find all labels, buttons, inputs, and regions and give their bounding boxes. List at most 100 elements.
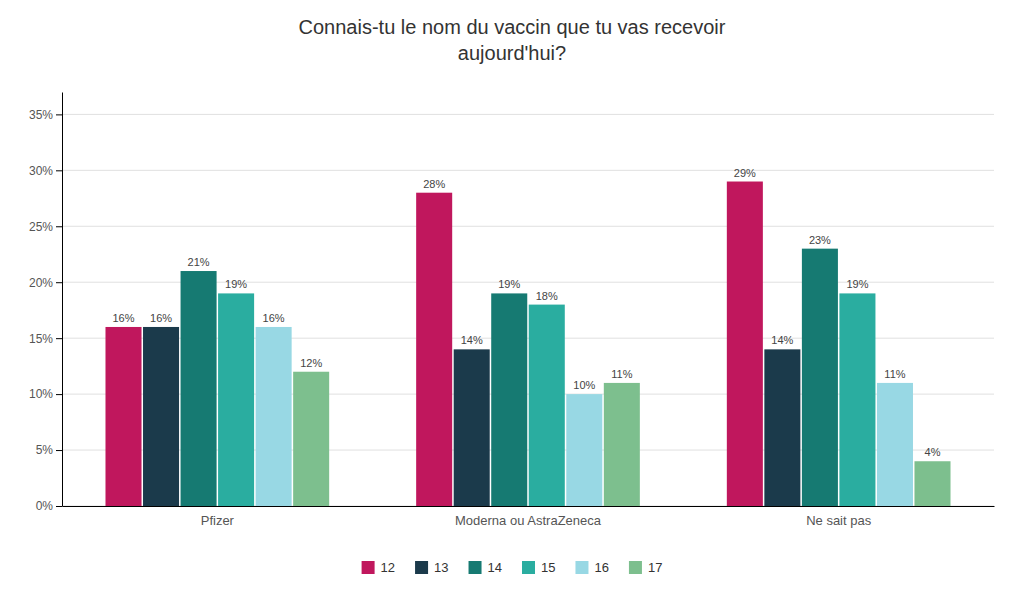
series — [293, 372, 950, 506]
y-tick-label: 0% — [36, 499, 54, 513]
data-label: 19% — [498, 278, 520, 290]
bar — [764, 349, 800, 506]
y-tick: 30% — [29, 164, 62, 178]
data-label: 18% — [536, 290, 558, 302]
data-label: 29% — [734, 167, 756, 179]
data-labels: 16%28%29%16%14%14%21%19%23%19%18%19%16%1… — [112, 167, 940, 459]
y-tick: 15% — [29, 332, 62, 346]
data-label: 21% — [188, 256, 210, 268]
legend-item: 12 — [362, 560, 395, 575]
y-tick-label: 25% — [29, 220, 53, 234]
y-tick-mark — [56, 450, 62, 451]
x-tick-label: Ne sait pas — [806, 513, 872, 528]
bar — [727, 182, 763, 506]
grid — [62, 114, 994, 506]
bar — [416, 193, 452, 506]
legend-item: 13 — [415, 560, 448, 575]
x-tick-label: Moderna ou AstraZeneca — [455, 513, 602, 528]
y-tick-mark — [56, 338, 62, 339]
legend-label: 13 — [434, 560, 448, 575]
legend-swatch — [522, 561, 535, 574]
legend-swatch — [575, 561, 588, 574]
bar — [529, 305, 565, 506]
data-label: 12% — [300, 357, 322, 369]
legend-label: 16 — [594, 560, 608, 575]
y-tick-mark — [56, 170, 62, 171]
series — [218, 293, 875, 506]
x-tick: Pfizer — [201, 513, 235, 528]
title-line: Connais-tu le nom du vaccin que tu vas r… — [299, 16, 726, 38]
title: Connais-tu le nom du vaccin que tu vas r… — [299, 16, 726, 64]
legend-swatch — [629, 561, 642, 574]
data-label: 16% — [150, 312, 172, 324]
legend-label: 15 — [541, 560, 555, 575]
legend-label: 12 — [381, 560, 395, 575]
grid-line — [62, 226, 994, 227]
bar — [839, 293, 875, 506]
x-tick: Ne sait pas — [806, 513, 872, 528]
y-tick: 5% — [36, 443, 62, 457]
x-tick: Moderna ou AstraZeneca — [455, 513, 602, 528]
data-label: 28% — [423, 178, 445, 190]
y-tick-label: 20% — [29, 276, 53, 290]
data-label: 14% — [771, 334, 793, 346]
series — [256, 327, 913, 506]
bar — [293, 372, 329, 506]
bars — [105, 182, 950, 506]
y-tick: 0% — [36, 499, 62, 513]
legend-swatch — [415, 561, 428, 574]
bar — [566, 394, 602, 506]
y-tick-label: 10% — [29, 387, 53, 401]
y-axis: 0% 5% 10% 15% 20% 25% 30% 35% — [29, 93, 63, 514]
bar — [802, 249, 838, 506]
y-tick: 10% — [29, 387, 62, 401]
y-tick-label: 30% — [29, 164, 53, 178]
y-tick-mark — [56, 226, 62, 227]
x-axis-line — [63, 506, 995, 507]
y-tick-mark — [56, 394, 62, 395]
chart: Connais-tu le nom du vaccin que tu vas r… — [0, 0, 1024, 598]
data-label: 11% — [611, 368, 632, 380]
title-line: aujourd'hui? — [458, 42, 566, 64]
legend-label: 14 — [488, 560, 502, 575]
bar — [181, 271, 217, 506]
y-axis-line — [62, 93, 63, 507]
data-label: 19% — [846, 278, 868, 290]
data-label: 14% — [461, 334, 483, 346]
y-tick: 25% — [29, 220, 62, 234]
y-tick: 35% — [29, 108, 62, 122]
grid-line — [62, 170, 994, 171]
y-tick: 20% — [29, 276, 62, 290]
y-tick-label: 15% — [29, 332, 53, 346]
bar — [105, 327, 141, 506]
y-tick-mark — [56, 282, 62, 283]
bar — [454, 349, 490, 506]
legend-swatch — [362, 561, 375, 574]
bar — [914, 461, 950, 506]
y-tick-label: 5% — [36, 443, 54, 457]
data-label: 16% — [263, 312, 285, 324]
bar — [218, 293, 254, 506]
y-tick-label: 35% — [29, 108, 53, 122]
legend-item: 14 — [469, 560, 502, 575]
legend-item: 16 — [575, 560, 608, 575]
bar — [256, 327, 292, 506]
legend-swatch — [469, 561, 482, 574]
data-label: 10% — [573, 379, 595, 391]
bar — [143, 327, 179, 506]
x-axis: Pfizer Moderna ou AstraZeneca Ne sait pas — [63, 507, 995, 529]
series — [181, 249, 838, 506]
bar — [604, 383, 640, 506]
data-label: 4% — [925, 446, 941, 458]
data-label: 16% — [112, 312, 134, 324]
grid-line — [62, 114, 994, 115]
legend-label: 17 — [648, 560, 662, 575]
plot: 0% 5% 10% 15% 20% 25% 30% 35% 16% 28% 29% 16% 14% 14%… — [29, 93, 995, 529]
bar — [877, 383, 913, 506]
data-label: 19% — [225, 278, 247, 290]
y-tick-mark — [56, 114, 62, 115]
y-tick-mark — [56, 506, 62, 507]
legend: 12 13 14 15 16 17 — [362, 560, 663, 575]
data-label: 11% — [884, 368, 905, 380]
x-tick-label: Pfizer — [201, 513, 235, 528]
